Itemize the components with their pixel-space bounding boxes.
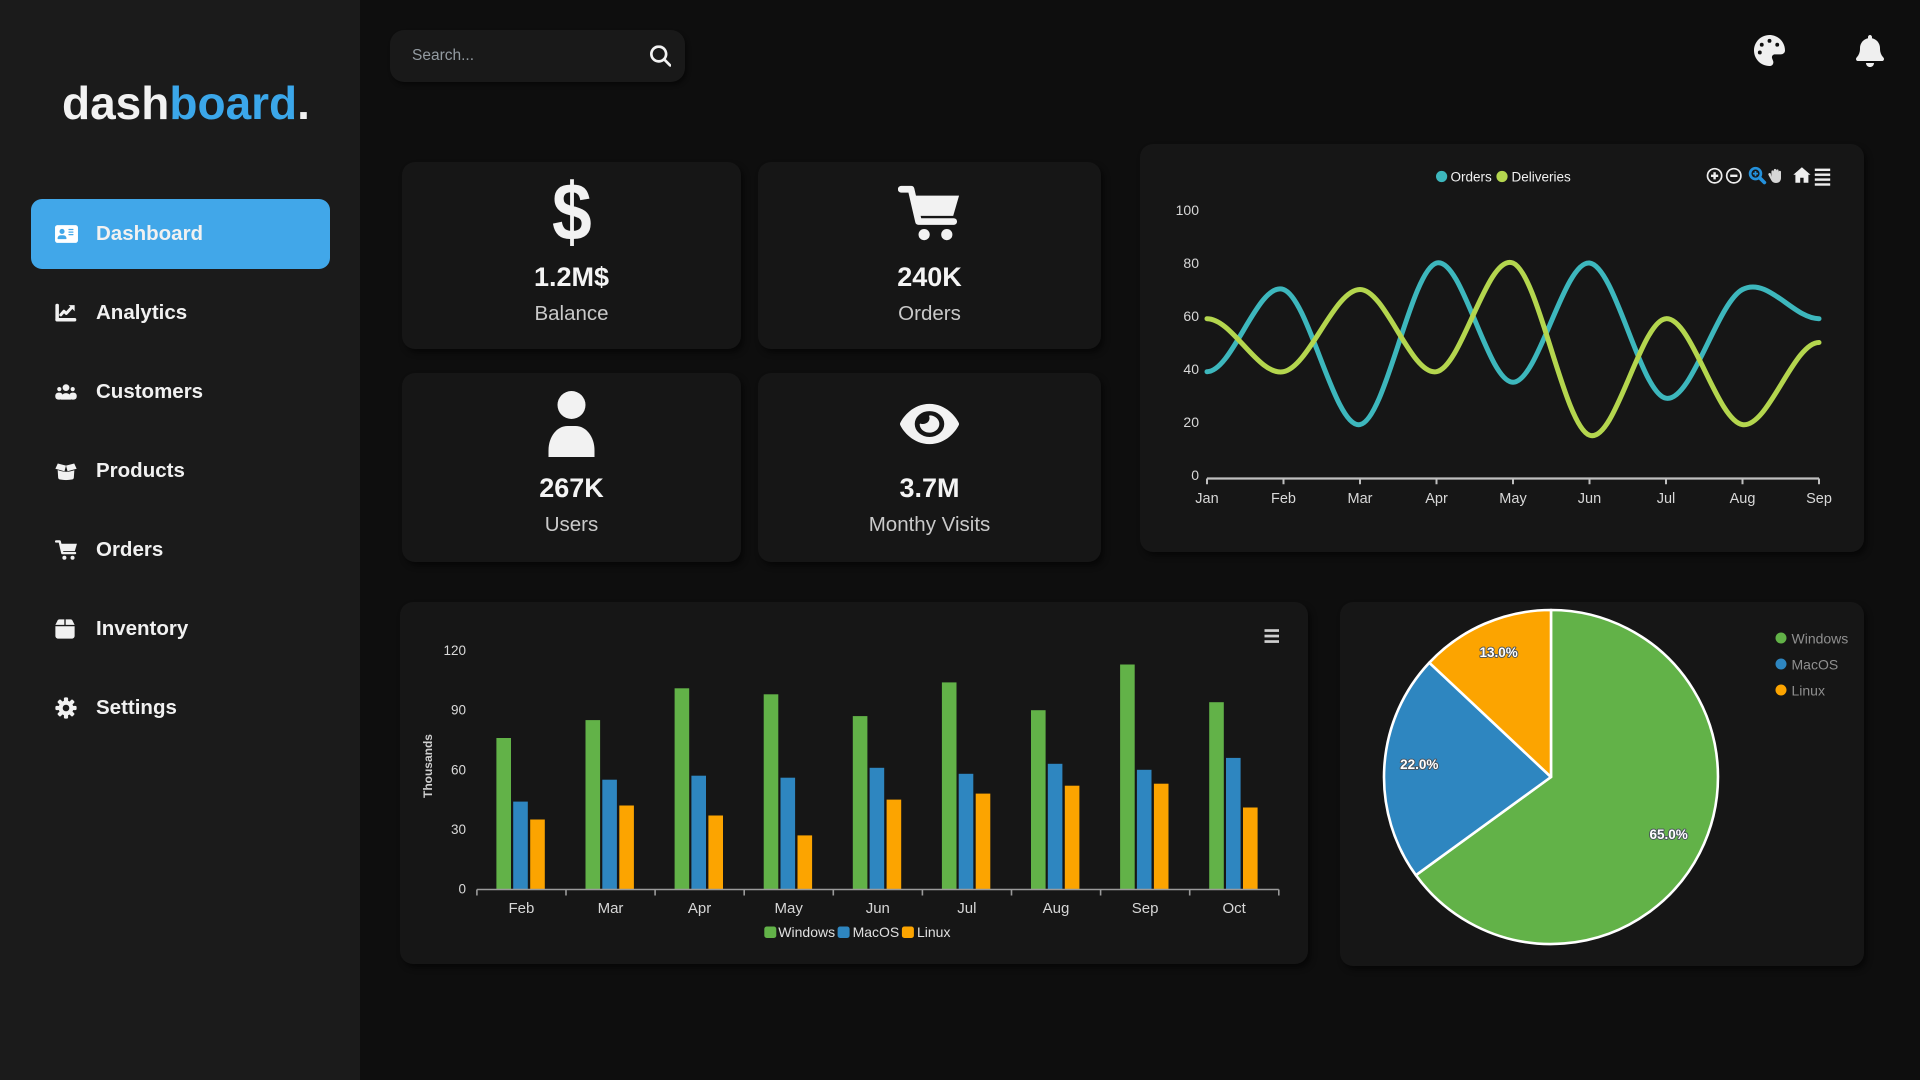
svg-text:13.0%: 13.0% xyxy=(1479,645,1517,660)
svg-text:Mar: Mar xyxy=(598,900,624,917)
svg-text:Aug: Aug xyxy=(1730,491,1756,507)
svg-text:65.0%: 65.0% xyxy=(1649,827,1687,842)
svg-text:May: May xyxy=(775,900,804,917)
svg-text:Jan: Jan xyxy=(1195,491,1218,507)
svg-text:Aug: Aug xyxy=(1043,900,1070,917)
svg-text:Oct: Oct xyxy=(1223,900,1247,917)
svg-text:Thousands: Thousands xyxy=(421,734,435,798)
svg-text:100: 100 xyxy=(1176,202,1200,218)
svg-text:Apr: Apr xyxy=(1425,491,1448,507)
svg-text:Sep: Sep xyxy=(1806,491,1832,507)
svg-text:40: 40 xyxy=(1183,361,1199,377)
svg-text:0: 0 xyxy=(458,882,466,897)
svg-text:Feb: Feb xyxy=(508,900,534,917)
svg-text:May: May xyxy=(1499,491,1527,507)
svg-text:Jun: Jun xyxy=(866,900,890,917)
svg-text:Jul: Jul xyxy=(1657,491,1676,507)
svg-text:20: 20 xyxy=(1183,414,1199,430)
svg-text:120: 120 xyxy=(443,643,466,658)
svg-text:60: 60 xyxy=(1183,308,1199,324)
svg-text:22.0%: 22.0% xyxy=(1400,757,1438,772)
svg-text:Sep: Sep xyxy=(1132,900,1159,917)
svg-text:Jul: Jul xyxy=(957,900,976,917)
svg-text:90: 90 xyxy=(451,703,466,718)
svg-text:Windows: Windows xyxy=(1792,631,1849,647)
svg-text:Feb: Feb xyxy=(1271,491,1296,507)
svg-text:30: 30 xyxy=(451,822,466,837)
svg-text:Apr: Apr xyxy=(688,900,711,917)
svg-text:60: 60 xyxy=(451,762,466,777)
svg-text:Mar: Mar xyxy=(1348,491,1373,507)
svg-text:MacOS: MacOS xyxy=(853,924,900,940)
svg-text:Jun: Jun xyxy=(1578,491,1601,507)
svg-text:0: 0 xyxy=(1191,467,1199,483)
svg-text:Windows: Windows xyxy=(778,924,835,940)
svg-text:Deliveries: Deliveries xyxy=(1512,170,1572,185)
svg-text:80: 80 xyxy=(1183,255,1199,271)
svg-text:MacOS: MacOS xyxy=(1792,657,1839,673)
svg-text:Linux: Linux xyxy=(1792,683,1825,699)
svg-text:Linux: Linux xyxy=(917,924,950,940)
svg-text:Orders: Orders xyxy=(1451,170,1493,185)
